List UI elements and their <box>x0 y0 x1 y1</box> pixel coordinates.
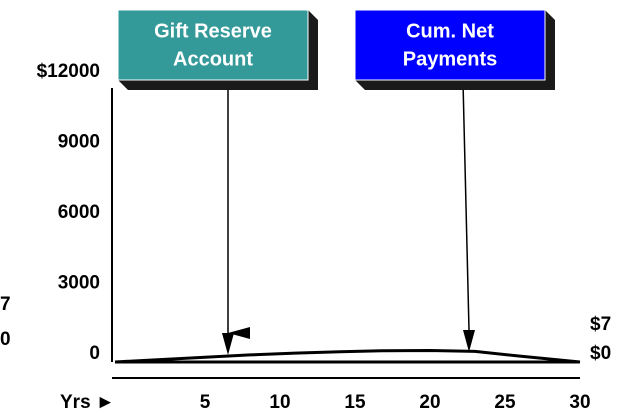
callout-text: Payments <box>403 48 498 70</box>
side-label: $7 <box>590 314 611 335</box>
y-tick-label: 6000 <box>58 202 100 223</box>
x-tick-label: 10 <box>269 392 290 413</box>
y-tick-label: $12000 <box>37 61 100 82</box>
x-tick-label: 5 <box>200 392 211 413</box>
x-tick-label: 20 <box>419 392 440 413</box>
callout-text: Account <box>173 48 253 70</box>
side-label: $0 <box>590 343 611 364</box>
callout-text: Gift Reserve <box>154 20 272 42</box>
arrow-head <box>463 330 475 352</box>
x-axis-label: Yrs ► <box>60 392 115 413</box>
callout-box <box>117 9 309 81</box>
side-label: 7 <box>0 294 11 315</box>
callout-arrow <box>462 81 470 331</box>
side-label: 0 <box>0 329 11 350</box>
y-tick-label: 9000 <box>58 132 100 153</box>
x-tick-label: 25 <box>494 392 516 413</box>
x-tick-label: 15 <box>344 392 366 413</box>
x-tick-label: 30 <box>569 392 590 413</box>
callout-text: Cum. Net <box>406 20 494 42</box>
line <box>114 348 581 364</box>
arrow-head <box>222 333 234 355</box>
y-tick-label: 3000 <box>58 273 100 294</box>
callout-box <box>354 9 546 81</box>
y-tick-label: 0 <box>89 343 100 364</box>
